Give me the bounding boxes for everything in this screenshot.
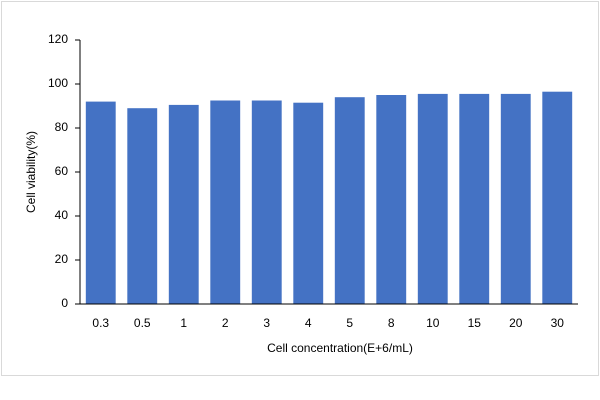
bar	[376, 95, 407, 304]
x-tick-label: 1	[180, 316, 187, 330]
x-tick-label: 30	[551, 316, 565, 330]
bar	[542, 91, 573, 304]
y-tick-label: 60	[55, 164, 69, 178]
bar	[500, 93, 531, 305]
x-tick-label: 20	[509, 316, 523, 330]
bar	[127, 108, 158, 304]
y-tick-label: 40	[55, 208, 69, 222]
x-tick-label: 0.3	[92, 316, 109, 330]
x-tick-label: 8	[388, 316, 395, 330]
bar	[459, 93, 490, 305]
bar	[417, 93, 448, 305]
x-tick-label: 2	[222, 316, 229, 330]
bar	[293, 102, 324, 304]
x-axis-label: Cell concentration(E+6/mL)	[267, 341, 413, 355]
x-tick-label: 10	[426, 316, 440, 330]
x-tick-label: 4	[305, 316, 312, 330]
bar	[251, 100, 282, 304]
bar	[210, 100, 241, 304]
x-tick-label: 3	[263, 316, 270, 330]
bar	[168, 104, 199, 305]
y-tick-label: 120	[48, 32, 68, 46]
y-axis-label: Cell viability(%)	[24, 131, 38, 213]
y-tick-label: 100	[48, 76, 68, 90]
y-tick-label: 0	[61, 296, 68, 310]
bar	[85, 101, 116, 304]
x-tick-label: 5	[346, 316, 353, 330]
y-tick-label: 20	[55, 252, 69, 266]
bar	[334, 97, 365, 304]
y-tick-label: 80	[55, 120, 69, 134]
x-tick-label: 15	[468, 316, 482, 330]
x-tick-label: 0.5	[134, 316, 151, 330]
